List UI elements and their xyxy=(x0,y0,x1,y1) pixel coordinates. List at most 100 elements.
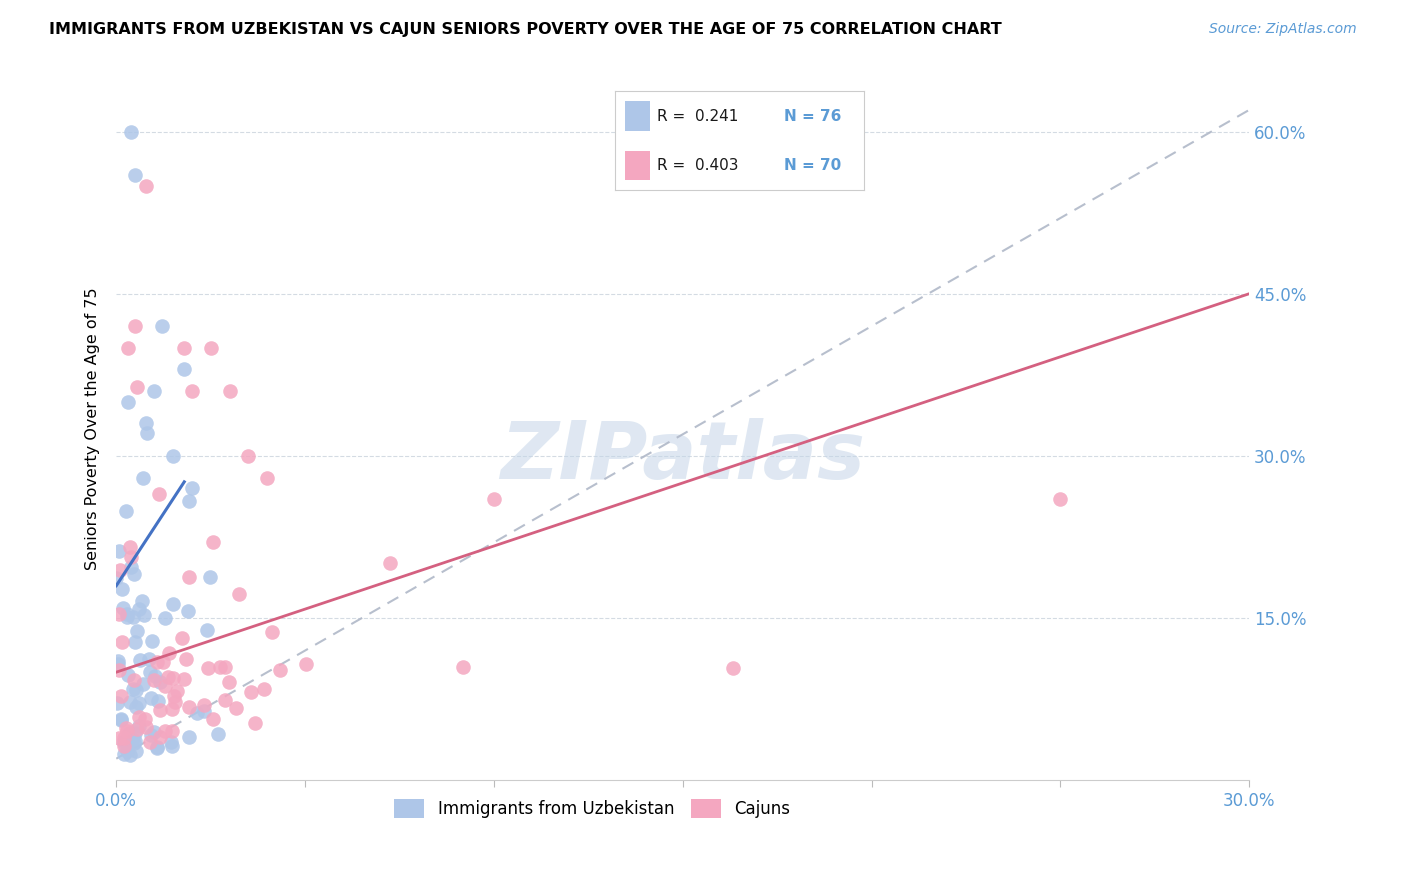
Point xyxy=(132,470,155,484)
Point xyxy=(127,723,149,737)
Point xyxy=(155,679,177,693)
Point xyxy=(160,702,183,716)
Point xyxy=(238,449,260,463)
Point xyxy=(124,635,146,649)
Point xyxy=(177,604,200,618)
Point xyxy=(138,665,160,680)
Point xyxy=(160,739,183,753)
Point xyxy=(138,651,160,665)
Point xyxy=(139,690,162,705)
Point xyxy=(179,570,201,584)
Point xyxy=(139,735,162,749)
Point xyxy=(125,700,148,714)
Point xyxy=(118,541,141,555)
Point xyxy=(107,607,129,622)
Point xyxy=(108,563,131,577)
Point xyxy=(149,674,172,689)
Point xyxy=(117,394,139,409)
Point xyxy=(160,723,183,738)
Point xyxy=(166,684,188,698)
Point xyxy=(120,549,142,564)
Point xyxy=(135,720,157,734)
Point xyxy=(195,623,218,637)
Point xyxy=(122,673,145,687)
Point xyxy=(111,635,134,649)
Point xyxy=(122,610,145,624)
Text: IMMIGRANTS FROM UZBEKISTAN VS CAJUN SENIORS POVERTY OVER THE AGE OF 75 CORRELATI: IMMIGRANTS FROM UZBEKISTAN VS CAJUN SENI… xyxy=(49,22,1002,37)
Point xyxy=(117,607,139,621)
Point xyxy=(107,654,129,668)
Point xyxy=(179,699,201,714)
Point xyxy=(121,682,143,697)
Point xyxy=(120,559,142,574)
Point xyxy=(128,710,150,724)
Point xyxy=(146,739,169,754)
Point xyxy=(256,470,278,484)
Point xyxy=(173,362,195,376)
Text: ZIPatlas: ZIPatlas xyxy=(501,418,865,496)
Point xyxy=(202,534,225,549)
Point xyxy=(146,740,169,755)
Point xyxy=(200,570,222,584)
Point xyxy=(108,731,131,746)
Point xyxy=(139,728,162,742)
Point xyxy=(148,694,170,708)
Point xyxy=(269,663,291,677)
Point xyxy=(125,683,148,698)
Point xyxy=(245,715,267,730)
Point xyxy=(163,690,186,704)
Point xyxy=(121,732,143,747)
Point xyxy=(1049,492,1071,507)
Point xyxy=(157,646,180,660)
Point xyxy=(112,736,135,750)
Point xyxy=(380,556,402,570)
Point xyxy=(225,701,247,715)
Point xyxy=(218,384,240,398)
Point xyxy=(228,587,250,601)
Point xyxy=(120,124,142,138)
Point xyxy=(721,661,744,675)
Point xyxy=(160,735,183,749)
Point xyxy=(135,425,157,440)
Point xyxy=(115,610,138,624)
Point xyxy=(200,341,222,355)
Point xyxy=(177,730,200,744)
Point xyxy=(451,660,474,674)
Point xyxy=(208,660,231,674)
Point xyxy=(120,747,142,762)
Point xyxy=(124,736,146,750)
Point xyxy=(162,449,184,463)
Point xyxy=(111,582,134,596)
Point xyxy=(149,703,172,717)
Point xyxy=(134,712,156,726)
Point xyxy=(207,727,229,741)
Point xyxy=(110,690,132,704)
Point xyxy=(177,494,200,508)
Point xyxy=(173,341,195,355)
Point xyxy=(108,543,131,558)
Point xyxy=(124,567,146,582)
Point xyxy=(128,719,150,733)
Point xyxy=(150,319,173,334)
Point xyxy=(115,503,138,517)
Point xyxy=(155,611,177,625)
Point xyxy=(118,726,141,740)
Point xyxy=(174,652,197,666)
Point xyxy=(108,664,131,678)
Point xyxy=(180,481,202,495)
Point xyxy=(143,673,166,688)
Point xyxy=(128,697,150,711)
Point xyxy=(132,607,155,622)
Point xyxy=(124,319,146,334)
Point xyxy=(173,672,195,686)
Point xyxy=(165,695,187,709)
Point xyxy=(105,696,128,710)
Point xyxy=(125,624,148,638)
Point xyxy=(125,379,148,393)
Point xyxy=(146,655,169,669)
Point xyxy=(240,685,263,699)
Point xyxy=(218,675,240,690)
Point xyxy=(115,722,138,736)
Point xyxy=(149,730,172,744)
Point xyxy=(214,693,236,707)
